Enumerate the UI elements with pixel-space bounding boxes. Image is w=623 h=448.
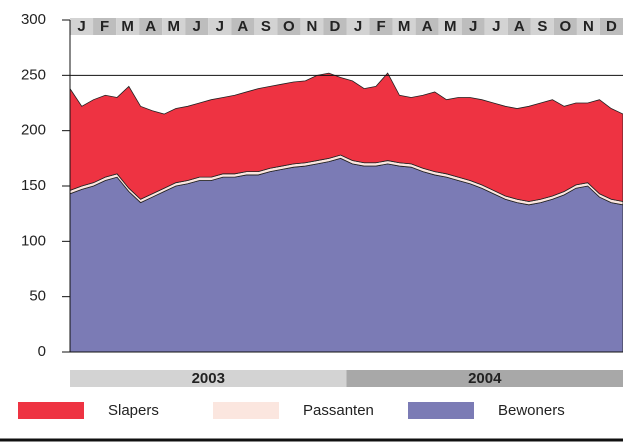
area <box>69 72 623 202</box>
month-label: J <box>469 18 477 35</box>
month-label: J <box>77 18 85 35</box>
month-band <box>139 18 163 35</box>
month-band <box>369 18 393 35</box>
month-label: F <box>100 18 109 35</box>
month-label: J <box>216 18 224 35</box>
month-band <box>116 18 140 35</box>
month-band <box>461 18 485 35</box>
month-band <box>507 18 531 35</box>
year-label: 2003 <box>192 370 225 387</box>
month-label: N <box>307 18 318 35</box>
y-tick-label: 150 <box>21 177 46 194</box>
y-tick-label: 300 <box>21 11 46 28</box>
month-band <box>530 18 554 35</box>
month-label: A <box>237 18 248 35</box>
month-label: J <box>354 18 362 35</box>
month-band <box>599 18 623 35</box>
month-band <box>185 18 209 35</box>
year-band <box>346 370 623 387</box>
legend-label: Passanten <box>303 402 374 419</box>
month-band <box>300 18 324 35</box>
legend-label: Bewoners <box>498 402 565 419</box>
y-tick-label: 250 <box>21 66 46 83</box>
legend-swatch <box>18 402 84 419</box>
month-label: M <box>444 18 457 35</box>
month-band <box>438 18 462 35</box>
y-tick-label: 100 <box>21 232 46 249</box>
month-label: S <box>537 18 547 35</box>
month-label: A <box>514 18 525 35</box>
month-label: J <box>193 18 201 35</box>
month-label: A <box>145 18 156 35</box>
month-label: D <box>606 18 617 35</box>
month-band <box>323 18 347 35</box>
year-band <box>70 370 347 387</box>
month-band <box>277 18 301 35</box>
legend-swatch <box>408 402 474 419</box>
month-band <box>231 18 255 35</box>
month-band <box>484 18 508 35</box>
month-label: M <box>121 18 134 35</box>
y-tick-label: 0 <box>38 343 46 360</box>
month-band <box>93 18 117 35</box>
month-label: D <box>330 18 341 35</box>
y-tick-label: 200 <box>21 122 46 139</box>
month-label: N <box>583 18 594 35</box>
month-label: M <box>167 18 180 35</box>
month-label: O <box>560 18 572 35</box>
legend-swatch <box>213 402 279 419</box>
month-label: A <box>422 18 433 35</box>
year-label: 2004 <box>468 370 502 387</box>
month-band <box>70 18 94 35</box>
legend-label: Slapers <box>108 402 159 419</box>
month-band <box>208 18 232 35</box>
month-label: F <box>376 18 385 35</box>
month-band <box>553 18 577 35</box>
y-tick-label: 50 <box>29 288 46 305</box>
month-label: S <box>261 18 271 35</box>
month-label: M <box>398 18 411 35</box>
month-band <box>392 18 416 35</box>
month-band <box>254 18 278 35</box>
month-label: O <box>283 18 295 35</box>
month-band <box>162 18 186 35</box>
month-band <box>576 18 600 35</box>
month-label: J <box>492 18 500 35</box>
month-band <box>415 18 439 35</box>
month-band <box>346 18 370 35</box>
